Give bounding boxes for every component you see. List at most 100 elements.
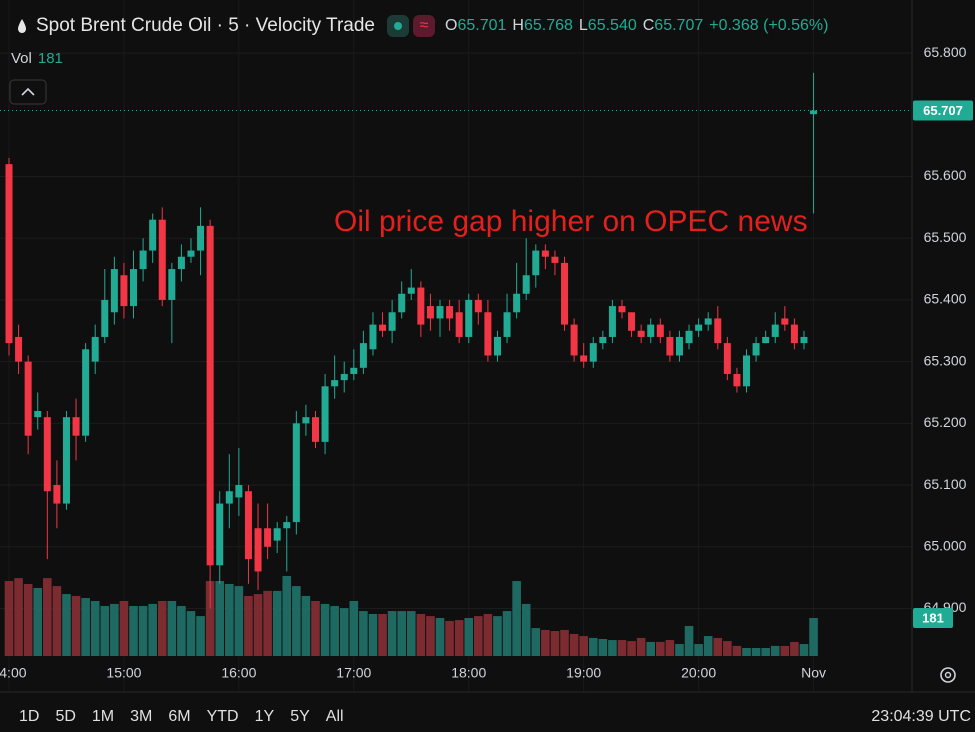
indicator-button[interactable]: ≈: [413, 15, 435, 37]
volume-bar: [435, 617, 445, 656]
volume-bar: [177, 606, 186, 656]
candle-body: [197, 225, 205, 251]
volume-bar: [742, 648, 751, 656]
axes: 65.800 65.600 65.500 65.400 65.300 65.200 65.1…: [0, 44, 973, 681]
volume-bar: [579, 636, 588, 656]
volume-bar: [464, 617, 474, 656]
status-button[interactable]: [387, 15, 409, 37]
range-button[interactable]: 1M: [91, 708, 115, 725]
candle-body: [484, 312, 492, 356]
last-price-tag: [913, 100, 973, 121]
candle-body: [158, 219, 166, 300]
y-tick-label: 65.100: [924, 476, 967, 492]
range-button[interactable]: 3M: [130, 708, 153, 725]
range-button[interactable]: 5Y: [290, 708, 310, 725]
volume-bar: [110, 603, 119, 656]
ohlc-value: 65.707: [654, 17, 704, 34]
drop-icon: [18, 19, 26, 33]
candle-body: [379, 324, 387, 331]
volume-bar: [608, 640, 617, 656]
volume-bar: [406, 611, 416, 656]
candle-body: [321, 386, 329, 442]
ohlc-value: 65.701: [457, 17, 507, 34]
candle-body: [273, 528, 281, 541]
candle-body: [53, 485, 61, 504]
volume-bar: [732, 645, 742, 656]
candle-body: [264, 528, 272, 547]
candle-body: [120, 275, 128, 307]
range-button[interactable]: 1Y: [254, 708, 275, 725]
range-button[interactable]: All: [325, 708, 344, 725]
volume-bar: [493, 616, 502, 656]
candle-body: [723, 343, 731, 374]
candle-body: [206, 225, 214, 566]
volume-value: 181: [37, 50, 63, 67]
candle-body: [743, 355, 751, 387]
candles: [5, 72, 818, 609]
candle-body: [675, 336, 683, 356]
volume-bar: [330, 606, 339, 656]
candle-body: [254, 528, 262, 572]
volume-bar: [253, 594, 263, 656]
volume-bar: [790, 641, 799, 656]
volume-bar: [723, 641, 732, 656]
volume-bar: [378, 614, 387, 656]
range-button[interactable]: YTD: [206, 708, 239, 725]
x-tick-label: 16:00: [221, 665, 256, 681]
volume-bar: [416, 614, 426, 656]
candle-body: [465, 299, 473, 337]
candle-body: [513, 293, 521, 313]
candle-body: [72, 417, 80, 436]
gear-ring: [940, 667, 956, 683]
candle-body: [436, 306, 444, 319]
candle-body: [82, 349, 90, 436]
y-tick-label: 65.000: [924, 537, 967, 553]
volume-tag-label: 181: [922, 610, 944, 625]
volume-bar: [339, 608, 349, 656]
candle-body: [656, 324, 664, 337]
ohlc-key: L: [578, 17, 588, 34]
volume-bar: [4, 581, 14, 656]
volume-bar: [636, 637, 646, 656]
volume-bar: [656, 641, 665, 656]
volume-bar: [426, 616, 435, 656]
volume-bar: [301, 595, 311, 656]
candle-body: [647, 324, 655, 337]
candle-body: [149, 219, 157, 251]
candle-body: [340, 373, 348, 381]
candle-body: [628, 312, 636, 331]
volume-bar: [157, 600, 167, 656]
candle-body: [369, 324, 377, 350]
range-button[interactable]: 5D: [55, 708, 76, 725]
x-tick-label: 14:00: [0, 665, 27, 681]
collapse-button[interactable]: [9, 79, 47, 105]
candle-body: [417, 287, 425, 325]
candle-body: [589, 343, 597, 362]
range-button[interactable]: 6M: [168, 708, 191, 725]
candle-body: [388, 312, 396, 331]
range-toolbar: 1D 5D 1M 3M 6M YTD 1Y 5Y All: [19, 708, 360, 726]
settings-icon[interactable]: [940, 667, 956, 683]
volume-tag: [913, 608, 953, 628]
last-price-label: 65.707: [923, 103, 963, 118]
volume-bar: [263, 590, 272, 656]
candle-body: [714, 318, 722, 344]
range-button[interactable]: 1D: [19, 708, 40, 725]
volume-bar: [550, 631, 560, 656]
volume-bar: [454, 620, 464, 656]
volume-bar: [703, 636, 713, 656]
ohlc-value: 65.768: [523, 17, 573, 34]
annotation: Oil price gap higher on OPEC news: [334, 205, 808, 238]
volume-legend: Vol 181: [11, 50, 63, 67]
candle-body: [24, 361, 32, 436]
volume-bar: [541, 629, 550, 656]
x-tick-label: 19:00: [566, 665, 601, 681]
candle-body: [455, 312, 463, 337]
candle-body: [599, 336, 607, 344]
y-tick-label: 65.400: [924, 291, 967, 307]
volume-bar: [81, 598, 90, 656]
volume-bar: [186, 611, 196, 656]
ohlc-value: 65.540: [587, 17, 637, 34]
